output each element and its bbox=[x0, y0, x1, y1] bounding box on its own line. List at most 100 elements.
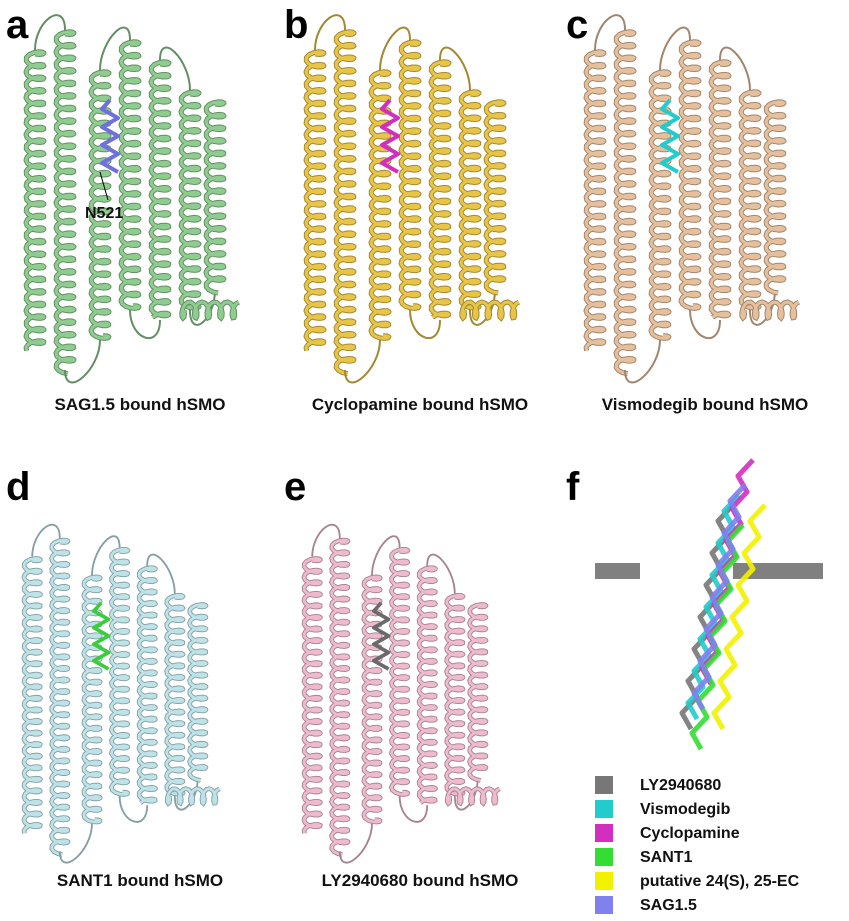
panel-caption: SAG1.5 bound hSMO bbox=[55, 395, 226, 414]
loop bbox=[338, 823, 373, 864]
loop bbox=[409, 309, 441, 340]
helix bbox=[302, 557, 322, 834]
loop bbox=[58, 823, 93, 864]
legend-swatch bbox=[595, 776, 613, 794]
loop bbox=[344, 339, 381, 384]
loop bbox=[118, 795, 149, 823]
helix bbox=[460, 300, 520, 321]
protein-structure bbox=[21, 524, 221, 864]
helix bbox=[649, 70, 671, 340]
loop bbox=[624, 339, 661, 384]
helix-outline bbox=[738, 89, 762, 311]
helix bbox=[22, 557, 42, 834]
loop bbox=[129, 309, 161, 340]
helix bbox=[362, 575, 382, 824]
legend-swatch bbox=[595, 896, 613, 914]
loop bbox=[659, 26, 691, 71]
ligand bbox=[660, 98, 680, 174]
helix bbox=[24, 50, 46, 351]
helix-outline bbox=[444, 592, 466, 797]
helix bbox=[54, 30, 76, 376]
protein-structure bbox=[583, 14, 801, 384]
loop bbox=[99, 26, 131, 71]
loop bbox=[439, 46, 471, 91]
loop bbox=[91, 535, 121, 576]
ligand bbox=[372, 601, 391, 671]
legend-swatch bbox=[595, 848, 613, 866]
loop bbox=[173, 777, 199, 811]
legend-label: LY2940680 bbox=[640, 777, 721, 794]
helix bbox=[137, 566, 157, 804]
ligand bbox=[100, 98, 120, 174]
helix bbox=[180, 300, 240, 321]
loop bbox=[31, 524, 61, 557]
loop bbox=[34, 14, 66, 51]
loop bbox=[146, 553, 176, 594]
loop bbox=[749, 289, 776, 326]
helix bbox=[334, 30, 356, 376]
helix bbox=[399, 40, 421, 310]
loop bbox=[594, 14, 626, 51]
helix bbox=[188, 603, 208, 782]
helix bbox=[417, 566, 437, 804]
loop bbox=[64, 339, 101, 384]
loop bbox=[719, 46, 751, 91]
panel-caption: Cyclopamine bound hSMO bbox=[312, 395, 528, 414]
annotation-pointer bbox=[99, 171, 109, 201]
legend-swatch bbox=[595, 800, 613, 818]
ligand bbox=[92, 601, 111, 671]
helix-outline bbox=[458, 89, 482, 311]
helix bbox=[445, 787, 501, 806]
helix bbox=[149, 60, 171, 319]
helix bbox=[89, 70, 111, 340]
panel-letter: c bbox=[566, 3, 588, 47]
loop bbox=[371, 535, 401, 576]
ligand-stick bbox=[691, 483, 747, 711]
helix bbox=[165, 593, 185, 796]
legend-swatch bbox=[595, 872, 613, 890]
helix bbox=[429, 60, 451, 319]
membrane-bar bbox=[733, 563, 823, 579]
helix bbox=[614, 30, 636, 376]
helix bbox=[679, 40, 701, 310]
panel-letter: a bbox=[6, 3, 29, 47]
helix bbox=[739, 90, 761, 310]
panel-caption: LY2940680 bound hSMO bbox=[322, 871, 519, 890]
helix bbox=[165, 787, 221, 806]
legend-label: Cyclopamine bbox=[640, 825, 740, 842]
residue-label: N521 bbox=[85, 205, 123, 222]
helix bbox=[179, 90, 201, 310]
helix-outline bbox=[164, 592, 186, 797]
helix bbox=[119, 40, 141, 310]
panel-letter: e bbox=[284, 465, 306, 509]
helix bbox=[369, 70, 391, 340]
helix bbox=[330, 538, 350, 856]
ligand bbox=[380, 98, 400, 174]
helix bbox=[445, 593, 465, 796]
ligand-overlay bbox=[679, 458, 767, 751]
panel-letter: b bbox=[284, 3, 308, 47]
protein-structure bbox=[303, 14, 521, 384]
helix bbox=[584, 50, 606, 351]
helix bbox=[484, 100, 506, 295]
loop bbox=[469, 289, 496, 326]
helix-outline bbox=[178, 89, 202, 311]
helix bbox=[468, 603, 488, 782]
helix bbox=[389, 547, 410, 796]
loop bbox=[379, 26, 411, 71]
loop bbox=[398, 795, 429, 823]
protein-structure bbox=[301, 524, 501, 864]
legend-label: putative 24(S), 25-EC bbox=[640, 873, 800, 890]
helix bbox=[204, 100, 226, 295]
panel-letter: f bbox=[566, 465, 580, 509]
legend-swatch bbox=[595, 824, 613, 842]
protein-structure bbox=[23, 14, 241, 384]
legend-label: SAG1.5 bbox=[640, 897, 697, 914]
loop bbox=[311, 524, 341, 557]
panel-letter: d bbox=[6, 465, 30, 509]
loop bbox=[189, 289, 216, 326]
loop bbox=[426, 553, 456, 594]
helix bbox=[50, 538, 70, 856]
helix bbox=[109, 547, 130, 796]
